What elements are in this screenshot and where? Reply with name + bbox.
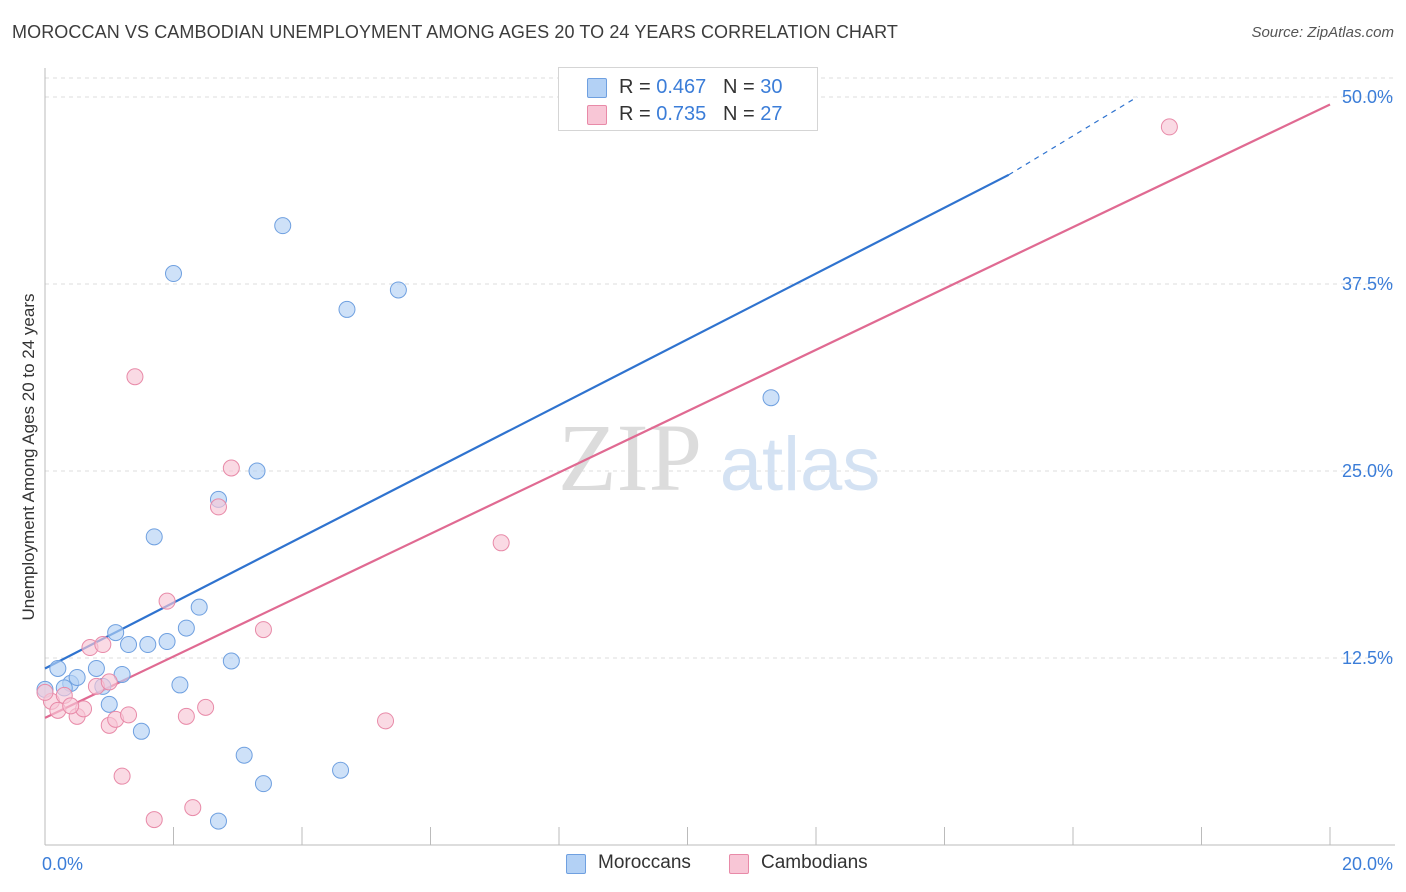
point-moroccans-7 (113, 665, 131, 683)
point-cambodians-21 (254, 621, 272, 639)
point-moroccans-12 (158, 633, 176, 651)
point-cambodians-25 (36, 683, 54, 701)
x-tick-label-1: 20.0% (1342, 854, 1393, 874)
point-cambodians-13 (126, 368, 144, 386)
point-moroccans-0 (49, 659, 67, 677)
legend-text-cambodians: R = 0.735 N = 27 (619, 103, 783, 125)
point-cambodians-14 (145, 811, 163, 829)
point-moroccans-14 (171, 676, 189, 694)
legend-swatch-moroccans (587, 78, 607, 98)
y-axis-label: Unemployment Among Ages 20 to 24 years (19, 293, 38, 621)
legend-swatch-cambodians (587, 105, 607, 125)
point-moroccans-27 (762, 389, 780, 407)
trend-lines (44, 96, 1331, 719)
point-moroccans-2 (68, 668, 86, 686)
point-moroccans-9 (132, 722, 150, 740)
point-cambodians-18 (197, 698, 215, 716)
point-moroccans-16 (190, 598, 208, 616)
point-cambodians-23 (492, 534, 510, 552)
chart-title: MOROCCAN VS CAMBODIAN UNEMPLOYMENT AMONG… (12, 22, 898, 42)
trend-extension-moroccans (1008, 96, 1138, 176)
gridlines (45, 77, 1395, 659)
y-tick-label-2: 37.5% (1342, 274, 1393, 294)
point-cambodians-17 (184, 799, 202, 817)
tick-labels: 12.5% 25.0% 37.5% 50.0% 0.0% 20.0% (42, 87, 1393, 874)
source-label: Source: ZipAtlas.com (1251, 24, 1394, 41)
point-moroccans-20 (235, 746, 253, 764)
trend-line-cambodians (44, 103, 1331, 719)
watermark-atlas: atlas (720, 422, 881, 507)
x-tick-label-0: 0.0% (42, 854, 83, 874)
y-tick-label-1: 25.0% (1342, 461, 1393, 481)
watermark-zip: ZIP (558, 404, 702, 511)
point-moroccans-21 (248, 462, 266, 480)
legend-swatch-bottom-moroccans (566, 854, 586, 874)
point-moroccans-22 (254, 775, 272, 793)
point-cambodians-16 (177, 707, 195, 725)
point-moroccans-5 (100, 695, 118, 713)
legend-text-moroccans: R = 0.467 N = 30 (619, 76, 783, 98)
point-cambodians-20 (222, 459, 240, 477)
point-moroccans-11 (145, 528, 163, 546)
point-cambodians-8 (100, 673, 118, 691)
point-cambodians-12 (120, 706, 138, 724)
correlation-legend: R = 0.467 N = 30 R = 0.735 N = 27 (558, 67, 818, 131)
point-cambodians-11 (113, 767, 131, 785)
trend-line-moroccans (44, 173, 1010, 670)
legend-swatch-bottom-cambodians (729, 854, 749, 874)
point-cambodians-24 (1160, 118, 1178, 136)
point-moroccans-18 (209, 812, 227, 830)
point-moroccans-25 (338, 300, 356, 318)
point-cambodians-7 (94, 636, 112, 654)
axes (44, 68, 1395, 846)
point-cambodians-19 (209, 498, 227, 516)
point-cambodians-15 (158, 592, 176, 610)
point-cambodians-22 (377, 712, 395, 730)
point-moroccans-6 (107, 624, 125, 642)
point-moroccans-13 (165, 265, 182, 283)
point-moroccans-19 (222, 652, 240, 670)
point-moroccans-15 (177, 619, 195, 637)
legend-label-cambodians: Cambodians (761, 852, 868, 873)
y-tick-label-0: 12.5% (1342, 648, 1393, 668)
watermark: ZIP atlas (558, 404, 880, 511)
point-moroccans-24 (332, 761, 350, 779)
y-tick-label-3: 50.0% (1342, 87, 1393, 107)
point-cambodians-26 (62, 697, 80, 715)
point-moroccans-3 (87, 659, 105, 677)
point-moroccans-26 (389, 281, 407, 299)
point-moroccans-10 (139, 636, 157, 654)
legend-label-moroccans: Moroccans (598, 852, 691, 873)
data-points (36, 118, 1178, 830)
point-moroccans-23 (274, 217, 292, 235)
point-moroccans-8 (120, 636, 138, 654)
